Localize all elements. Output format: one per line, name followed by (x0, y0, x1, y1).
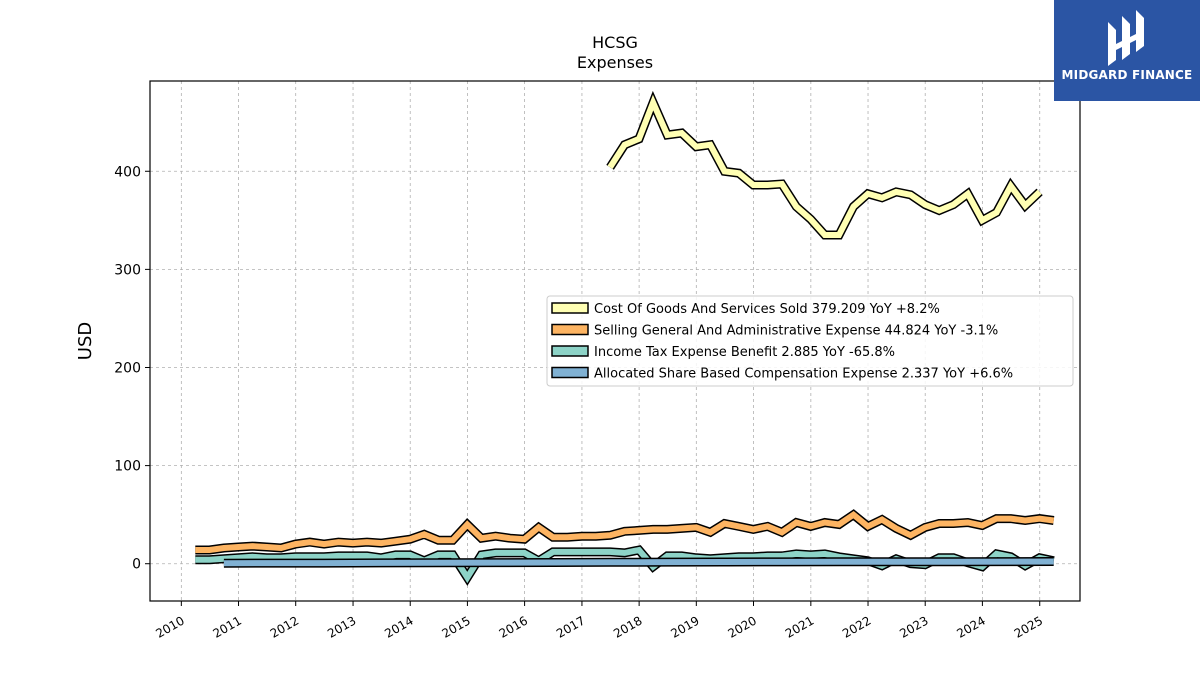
legend-label: Selling General And Administrative Expen… (594, 324, 998, 339)
legend-box (546, 295, 1074, 387)
legend-swatch (551, 345, 589, 357)
x-tick-label: 2010 (153, 613, 186, 640)
series-4 (223, 557, 1054, 568)
legend-label: Income Tax Expense Benefit 2.885 YoY -65… (594, 345, 895, 360)
logo: MIDGARD FINANCE (1054, 0, 1200, 101)
x-tick-label: 2015 (439, 613, 472, 640)
y-tick-label: 200 (114, 360, 141, 376)
series-1 (606, 90, 1043, 240)
x-tick-label: 2021 (783, 613, 816, 640)
x-tick-label: 2016 (497, 613, 530, 640)
x-tick-label: 2013 (325, 613, 358, 640)
legend-swatch (551, 366, 589, 379)
y-axis-label: USD (75, 322, 96, 360)
series-layer (195, 90, 1055, 586)
series-line (223, 558, 1054, 567)
y-tick-label: 100 (114, 459, 141, 475)
legend-label: Cost Of Goods And Services Sold 379.209 … (594, 302, 940, 317)
x-tick-label: 2022 (840, 613, 873, 640)
series-line-outline (606, 90, 1043, 240)
x-tick-label: 2020 (726, 613, 759, 640)
y-tick-label: 300 (114, 262, 141, 278)
series-line (195, 510, 1055, 553)
chart-subtitle: Expenses (577, 53, 653, 72)
series-2 (195, 509, 1055, 555)
y-tick-label: 0 (132, 557, 141, 573)
legend-swatch (551, 323, 589, 336)
legend: Cost Of Goods And Services Sold 379.209 … (546, 295, 1074, 387)
x-tick-label: 2025 (1012, 613, 1045, 640)
logo-mark-icon (1108, 10, 1144, 66)
x-tick-label: 2019 (668, 613, 701, 640)
y-tick-label: 400 (114, 164, 141, 180)
legend-swatch (551, 302, 589, 314)
plot-frame (149, 80, 1081, 602)
x-tick-label: 2011 (211, 613, 244, 640)
series-line (607, 94, 1042, 238)
x-tick-label: 2012 (268, 613, 301, 640)
x-tick-label: 2018 (611, 613, 644, 640)
x-tick-label: 2014 (382, 613, 415, 640)
x-tick-label: 2023 (897, 613, 930, 640)
chart-title: HCSG (592, 33, 638, 52)
x-tick-label: 2017 (554, 613, 587, 640)
logo-text: MIDGARD FINANCE (1061, 68, 1193, 82)
legend-label: Allocated Share Based Compensation Expen… (594, 367, 1013, 382)
x-tick-label: 2024 (954, 613, 987, 640)
axes: 0 100 200 300 400 2010 2011 2012 2013 2014 2015 201… (114, 164, 1045, 641)
